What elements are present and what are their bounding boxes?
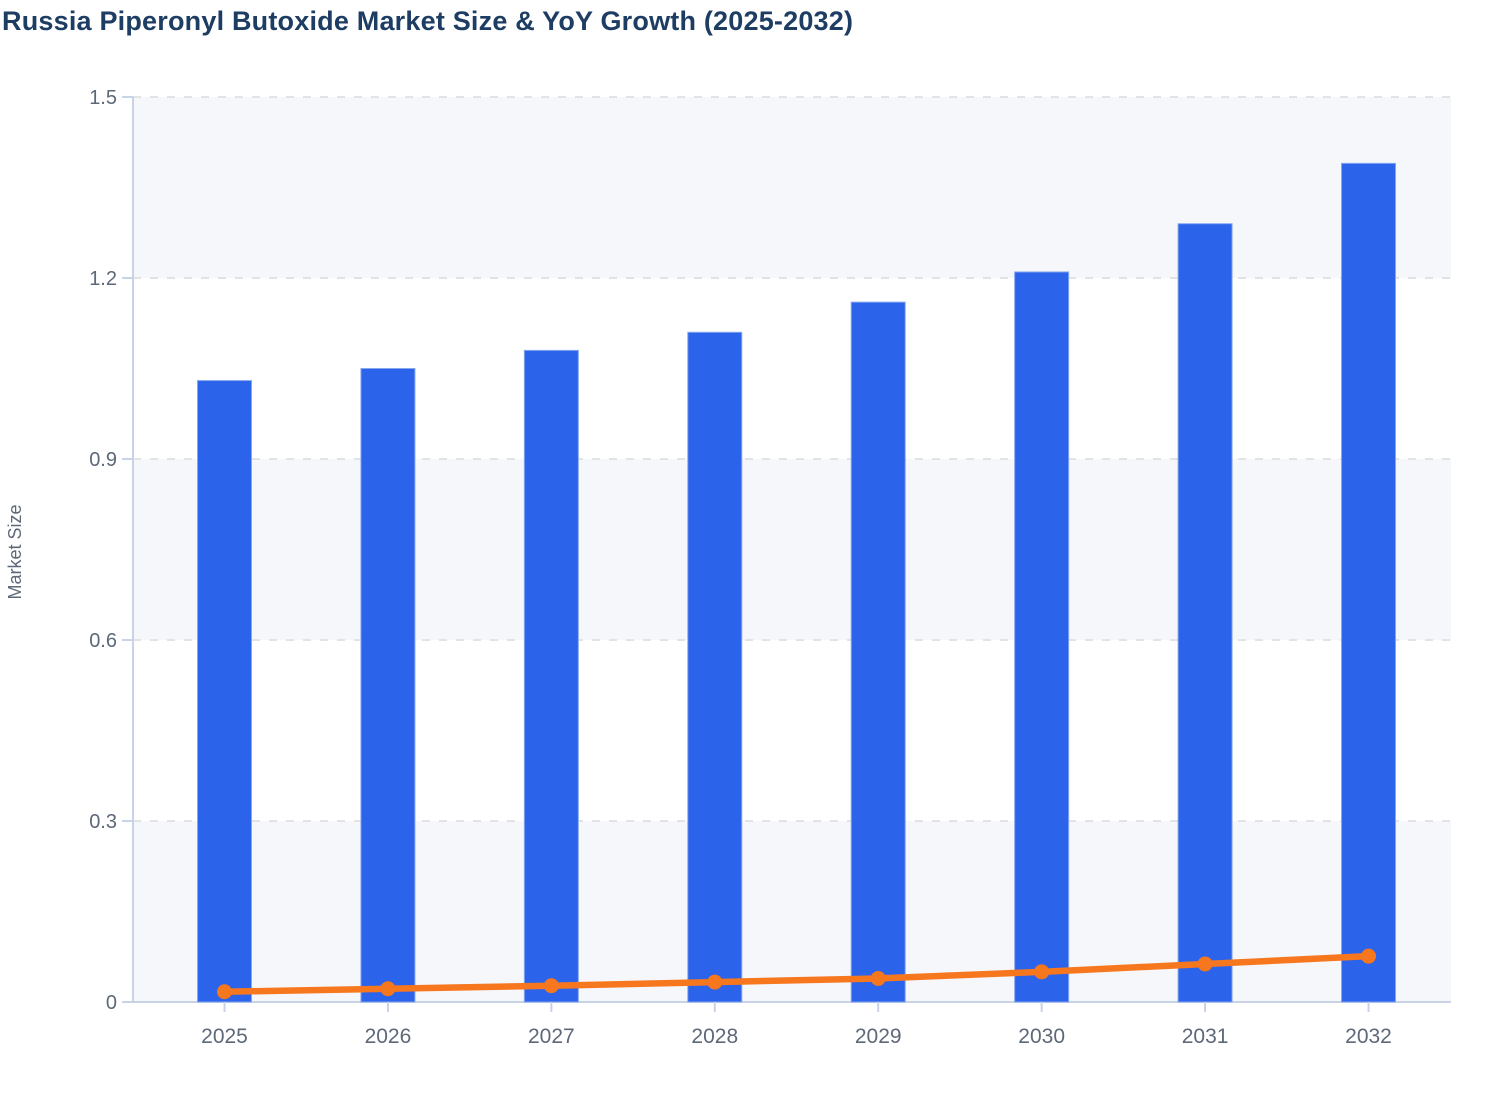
- x-tick-label: 2032: [1345, 1025, 1392, 1048]
- bar-2026[interactable]: [360, 368, 416, 1003]
- line-marker-2030[interactable]: [1034, 964, 1050, 980]
- line-marker-2028[interactable]: [707, 974, 723, 990]
- x-tick-label: 2026: [365, 1025, 412, 1048]
- bar-2027[interactable]: [523, 349, 579, 1003]
- line-marker-2026[interactable]: [380, 981, 396, 997]
- line-marker-2032[interactable]: [1361, 948, 1377, 964]
- line-yoy-growth[interactable]: [221, 952, 1372, 995]
- bar-2028[interactable]: [687, 331, 743, 1003]
- chart-title: Russia Piperonyl Butoxide Market Size & …: [2, 6, 854, 36]
- x-tick-label: 2031: [1182, 1025, 1229, 1048]
- bar-2032[interactable]: [1341, 162, 1397, 1003]
- x-tick-label: 2027: [528, 1025, 575, 1048]
- y-tick-label: 0: [106, 992, 117, 1014]
- y-axis-title: Market Size: [5, 504, 25, 599]
- x-tick-label: 2029: [855, 1025, 902, 1048]
- bar-2029[interactable]: [850, 301, 906, 1003]
- line-marker-2031[interactable]: [1197, 956, 1213, 972]
- y-tick-label: 0.3: [89, 811, 117, 833]
- bar-2031[interactable]: [1177, 223, 1233, 1003]
- line-marker-2029[interactable]: [870, 970, 886, 986]
- plot-band: [133, 821, 1451, 1002]
- line-marker-2027[interactable]: [543, 978, 559, 994]
- x-tick-label: 2028: [691, 1025, 738, 1048]
- y-tick-label: 0.9: [89, 449, 117, 471]
- x-tick-label: 2030: [1018, 1025, 1065, 1048]
- line-marker-2025[interactable]: [217, 984, 232, 1000]
- y-tick-label: 1.2: [89, 268, 117, 290]
- bar-2030[interactable]: [1014, 271, 1070, 1003]
- x-tick-label: 2025: [201, 1025, 248, 1048]
- bar-2025[interactable]: [197, 380, 252, 1003]
- y-tick-label: 0.6: [89, 630, 117, 652]
- plot-band: [133, 97, 1451, 278]
- plot-band: [133, 459, 1451, 640]
- y-tick-label: 1.5: [89, 87, 117, 109]
